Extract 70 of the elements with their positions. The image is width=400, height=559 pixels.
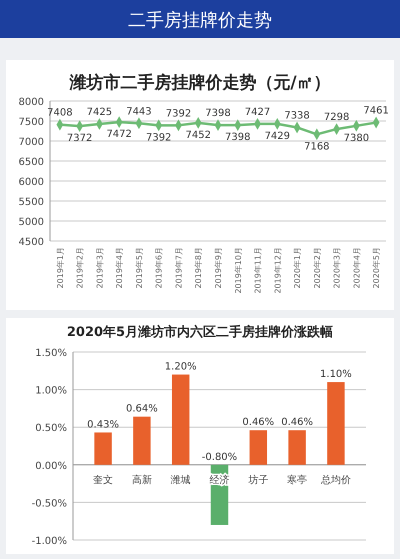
data-label: 1.20% — [164, 362, 197, 373]
y-tick-label: 0.50% — [35, 423, 67, 434]
data-label: 7338 — [284, 110, 310, 122]
text: 二手房挂牌价走势 — [128, 10, 272, 31]
y-tick-label: 1.00% — [35, 386, 67, 397]
y-tick-label: 5000 — [18, 217, 44, 228]
data-label: 7452 — [186, 130, 211, 141]
x-tick-label: 坊子 — [247, 474, 268, 486]
x-tick-label: 2020年3月 — [332, 247, 342, 288]
x-tick-label: 2019年2月 — [76, 247, 85, 288]
y-tick-label: -0.50% — [32, 498, 67, 510]
data-label: 7372 — [66, 133, 92, 144]
data-label: 7408 — [47, 108, 73, 119]
data-label: 7472 — [106, 129, 132, 140]
y-tick-label: 0.00% — [35, 460, 67, 472]
y-tick-label: -1.00% — [32, 536, 67, 547]
data-label: 0.64% — [126, 404, 158, 415]
data-label: 7461 — [363, 106, 389, 117]
data-label: 7298 — [324, 112, 350, 124]
data-label: 7168 — [304, 141, 330, 152]
chart-title: 2020年5月潍坊市内六区二手房挂牌价涨跌幅 — [66, 324, 334, 340]
x-tick-label: 高新 — [132, 474, 152, 486]
x-tick-label: 寒亭 — [287, 474, 308, 486]
x-tick-label: 2020年5月 — [372, 247, 382, 288]
y-tick-label: 8000 — [18, 97, 44, 108]
data-label: -0.80% — [202, 452, 238, 463]
x-tick-label: 2019年9月 — [214, 247, 223, 288]
y-tick-label: 6500 — [18, 157, 44, 168]
bar — [133, 416, 151, 465]
x-tick-label: 潍城 — [170, 474, 191, 486]
chart-title: 潍坊市二手房挂牌价走势（元/㎡） — [68, 73, 331, 93]
x-tick-label: 2019年11月 — [254, 247, 263, 294]
x-tick-label: 2019年3月 — [95, 247, 104, 288]
x-tick-label: 2019年6月 — [154, 247, 164, 288]
data-label: 7392 — [166, 108, 192, 120]
data-label: 7425 — [86, 107, 112, 118]
bar — [288, 430, 306, 465]
x-tick-label: 2019年10月 — [234, 247, 243, 294]
data-label: 0.43% — [87, 419, 119, 430]
data-label: 0.46% — [281, 417, 314, 428]
data-label: 7443 — [126, 106, 152, 118]
data-label: 7398 — [225, 132, 250, 144]
y-tick-label: 6000 — [18, 177, 44, 188]
bar — [94, 432, 112, 465]
x-tick-label: 2019年7月 — [174, 247, 184, 288]
y-tick-label: 4500 — [18, 237, 44, 248]
y-tick-label: 1.50% — [35, 348, 67, 359]
y-tick-label: 5500 — [18, 197, 44, 208]
data-label: 1.10% — [320, 369, 352, 380]
x-tick-label: 总均价 — [320, 474, 351, 486]
bar — [327, 382, 345, 465]
bar — [250, 430, 268, 465]
x-tick-label: 2020年2月 — [312, 247, 322, 288]
data-label: 7429 — [264, 130, 290, 142]
x-tick-label: 2020年1月 — [293, 247, 302, 288]
x-tick-label: 2019年5月 — [134, 247, 144, 288]
y-tick-label: 7000 — [18, 137, 44, 148]
x-tick-label: 2019年12月 — [273, 247, 282, 294]
data-label: 7427 — [244, 106, 270, 118]
data-label: 0.46% — [242, 417, 274, 428]
bar — [172, 374, 190, 465]
x-tick-label: 2019年8月 — [194, 247, 204, 288]
data-label: 7380 — [344, 132, 370, 144]
x-tick-label: 2019年4月 — [115, 247, 124, 288]
data-label: 7398 — [205, 108, 231, 120]
x-tick-label: 2020年4月 — [352, 247, 362, 288]
x-tick-label: 奎文 — [93, 474, 114, 486]
x-tick-label: 2019年1月 — [56, 247, 65, 288]
data-label: 7392 — [146, 132, 172, 144]
y-tick-label: 7500 — [18, 117, 44, 128]
